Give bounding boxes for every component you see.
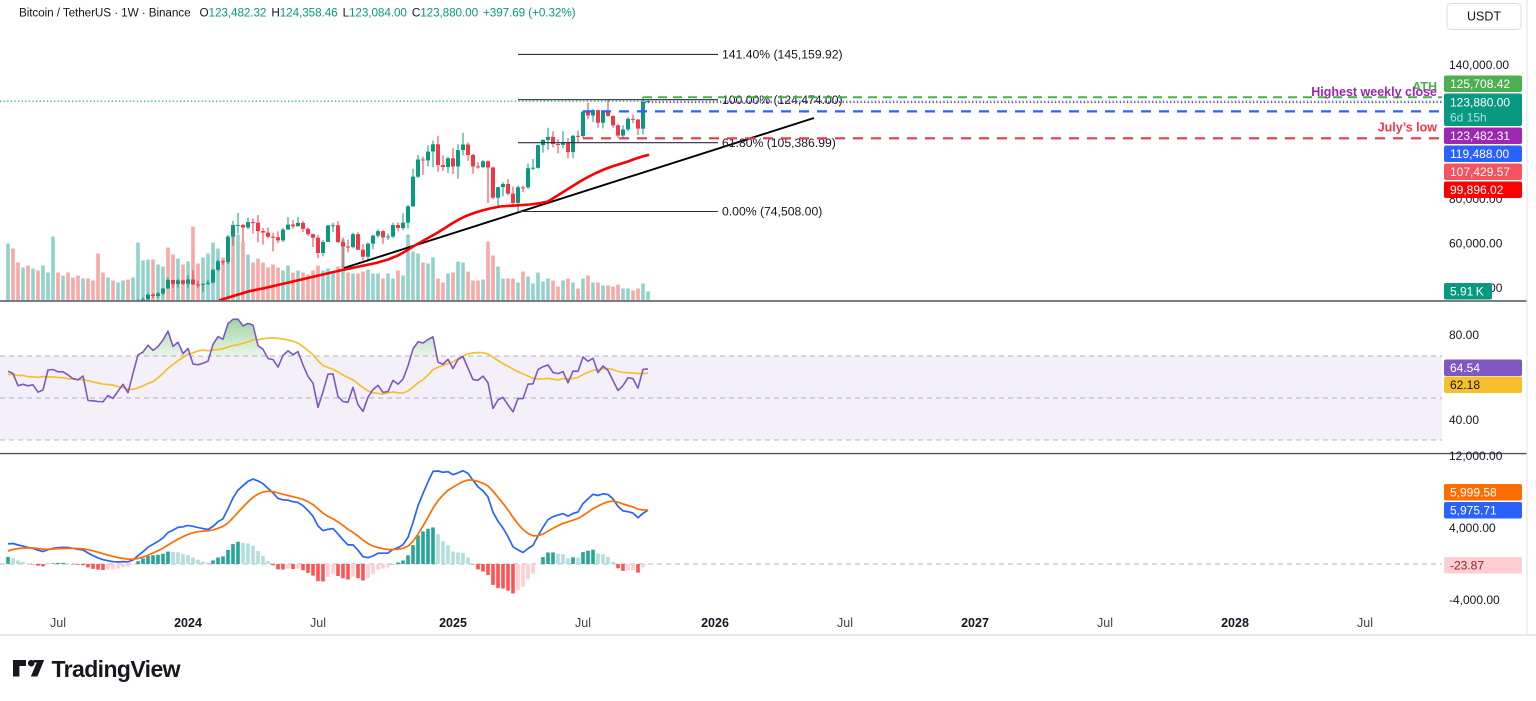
- svg-text:Jul: Jul: [310, 616, 326, 630]
- svg-text:Jul: Jul: [50, 616, 66, 630]
- svg-text:USDT: USDT: [1467, 10, 1501, 24]
- svg-text:Jul: Jul: [1097, 616, 1113, 630]
- svg-text:107,429.57: 107,429.57: [1450, 165, 1510, 179]
- svg-text:Jul: Jul: [575, 616, 591, 630]
- svg-text:5,999.58: 5,999.58: [1450, 485, 1497, 499]
- svg-text:6d 15h: 6d 15h: [1450, 111, 1487, 125]
- svg-text:119,488.00: 119,488.00: [1450, 147, 1509, 161]
- svg-text:TradingView: TradingView: [52, 656, 181, 682]
- svg-text:-23.87: -23.87: [1450, 559, 1484, 573]
- svg-text:2027: 2027: [961, 616, 989, 630]
- svg-text:-4,000.00: -4,000.00: [1449, 593, 1500, 607]
- svg-text:123,880.00: 123,880.00: [1450, 96, 1510, 110]
- svg-text:July’s low: July’s low: [1378, 121, 1438, 135]
- svg-text:12,000.00: 12,000.00: [1449, 449, 1503, 463]
- svg-text:0.00% (74,508.00): 0.00% (74,508.00): [722, 205, 822, 219]
- svg-text:141.40% (145,159.92): 141.40% (145,159.92): [722, 47, 843, 61]
- svg-text:80.00: 80.00: [1449, 328, 1479, 342]
- svg-text:100.00% (124,474.00): 100.00% (124,474.00): [722, 93, 843, 107]
- svg-text:60,000.00: 60,000.00: [1449, 237, 1503, 251]
- svg-text:4,000.00: 4,000.00: [1449, 521, 1496, 535]
- svg-text:2025: 2025: [439, 616, 467, 630]
- svg-text:5,975.71: 5,975.71: [1450, 504, 1497, 518]
- svg-text:2026: 2026: [701, 616, 729, 630]
- svg-text:Bitcoin / TetherUS · 1W · Bina: Bitcoin / TetherUS · 1W · Binance O123,48…: [19, 7, 576, 20]
- svg-text:ATH: ATH: [1412, 80, 1437, 94]
- svg-text:Highest weekly close: Highest weekly close: [1311, 85, 1437, 99]
- svg-text:2024: 2024: [174, 616, 202, 630]
- svg-text:64.54: 64.54: [1450, 361, 1480, 375]
- svg-text:Jul: Jul: [837, 616, 853, 630]
- svg-text:62.18: 62.18: [1450, 378, 1480, 392]
- svg-text:123,482.31: 123,482.31: [1450, 129, 1510, 143]
- svg-text:2028: 2028: [1221, 616, 1249, 630]
- svg-text:40.00: 40.00: [1449, 413, 1479, 427]
- svg-text:140,000.00: 140,000.00: [1449, 58, 1509, 72]
- svg-text:99,896.02: 99,896.02: [1450, 183, 1504, 197]
- svg-text:5.91 K: 5.91 K: [1450, 284, 1484, 298]
- svg-text:Jul: Jul: [1357, 616, 1373, 630]
- svg-text:125,708.42: 125,708.42: [1450, 77, 1510, 91]
